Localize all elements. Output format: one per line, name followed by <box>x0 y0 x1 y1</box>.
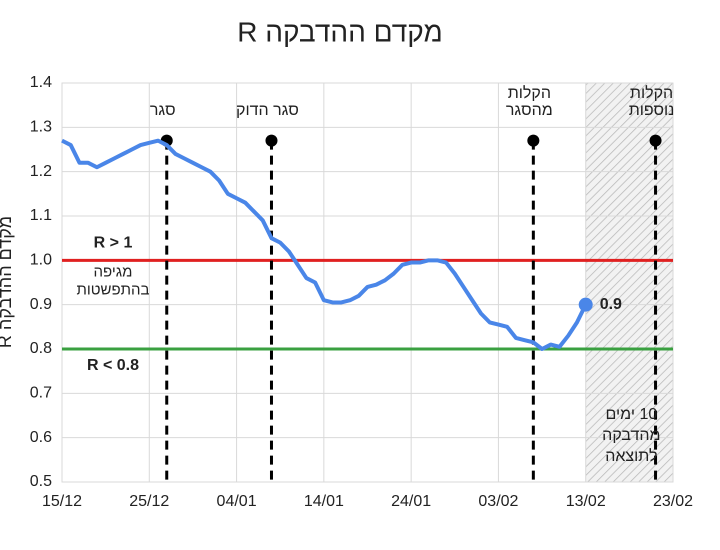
event-label: מהסגר <box>506 102 553 119</box>
x-tick-label: 04/01 <box>217 493 257 510</box>
event-label: הקלות <box>630 84 673 102</box>
x-tick-label: 25/12 <box>129 493 169 510</box>
event-label: נוספות <box>629 102 675 119</box>
event-label: סגר <box>150 102 176 119</box>
shaded-label: לתוצאה <box>605 447 657 465</box>
plot-frame <box>61 82 674 483</box>
y-tick-label: 0.7 <box>30 385 52 402</box>
chart-title: מקדם ההדבקה R <box>237 16 443 47</box>
x-tick-label: 24/01 <box>391 493 431 510</box>
event-dot <box>527 134 540 147</box>
y-tick-label: 0.8 <box>30 340 52 357</box>
x-tick-label: 23/02 <box>653 493 693 510</box>
y-tick-label: 1.3 <box>30 119 52 136</box>
y-tick-label: 0.6 <box>30 429 52 446</box>
x-tick-label: 03/02 <box>478 493 518 510</box>
x-tick-label: 15/12 <box>42 493 82 510</box>
x-tick-label: 13/02 <box>566 493 606 510</box>
last-point <box>578 297 593 312</box>
y-tick-label: 1.0 <box>30 252 52 269</box>
reference-label: מגיפה <box>94 263 133 280</box>
reference-label: בהתפשטות <box>77 281 150 298</box>
y-tick-label: 0.9 <box>30 296 52 313</box>
y-axis-label: מקדם ההדבקה R <box>0 216 15 348</box>
event-dot <box>649 134 662 147</box>
y-tick-label: 0.5 <box>30 473 52 490</box>
y-tick-label: 1.2 <box>30 163 52 180</box>
shaded-label: מהדבקה <box>602 427 660 444</box>
data-line <box>61 138 588 351</box>
event-dot <box>265 134 278 147</box>
reference-label: R > 1 <box>94 235 133 252</box>
event-label: הקלות <box>508 84 551 102</box>
value-label: 0.9 <box>600 296 622 313</box>
y-tick-label: 1.1 <box>30 207 52 224</box>
shaded-label: 10 ימים <box>605 406 657 423</box>
shaded-region <box>585 83 673 482</box>
reference-label: R < 0.8 <box>87 357 139 374</box>
event-label: סגר הדוק <box>236 102 299 119</box>
y-tick-label: 1.4 <box>30 74 52 91</box>
x-tick-label: 14/01 <box>304 493 344 510</box>
